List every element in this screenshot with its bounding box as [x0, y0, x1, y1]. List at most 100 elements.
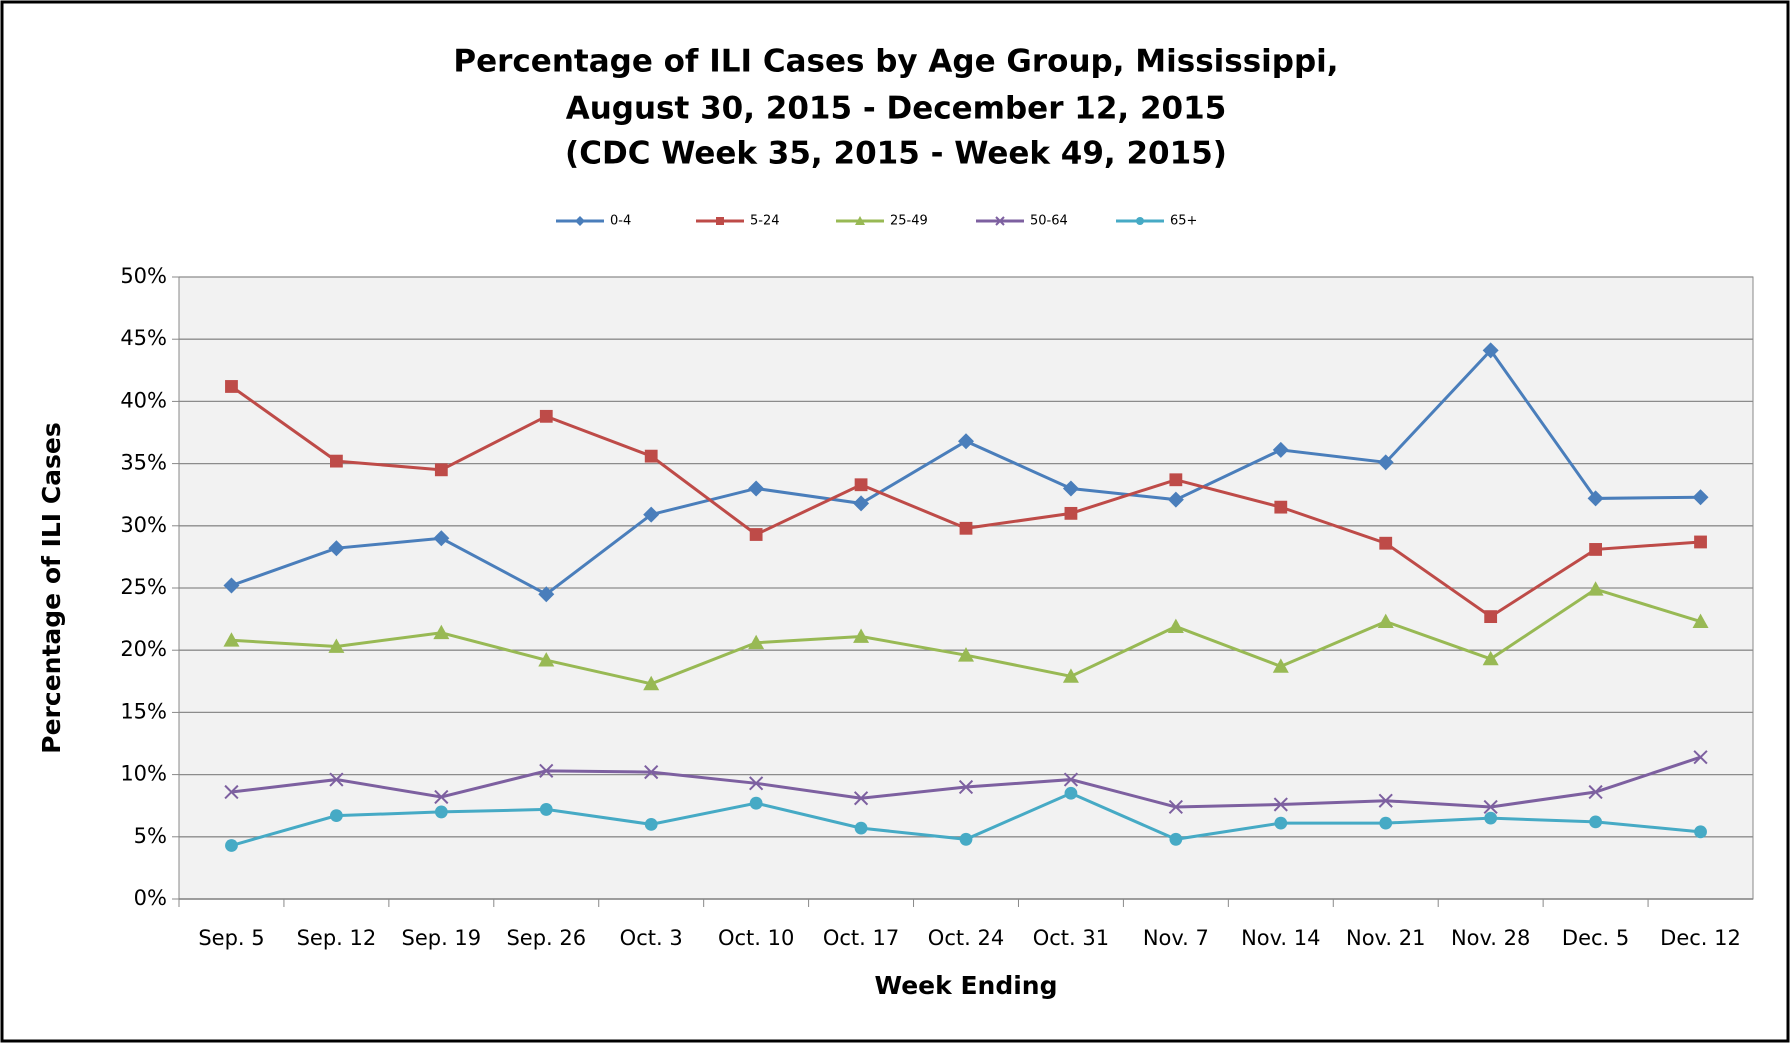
marker	[1274, 816, 1288, 830]
chart-title: (CDC Week 35, 2015 - Week 49, 2015)	[565, 136, 1227, 172]
chart-title: Percentage of ILI Cases by Age Group, Mi…	[453, 44, 1338, 80]
x-tick-label: Dec. 5	[1562, 926, 1629, 950]
marker	[434, 789, 449, 805]
marker	[749, 776, 764, 791]
chart-title: August 30, 2015 - December 12, 2015	[566, 91, 1227, 127]
x-tick-label: Nov. 28	[1451, 926, 1530, 950]
marker	[644, 449, 658, 463]
marker	[1136, 217, 1144, 225]
marker	[1062, 668, 1079, 683]
marker	[224, 784, 239, 800]
marker	[1587, 581, 1604, 596]
x-tick-label: Oct. 17	[823, 926, 899, 950]
marker	[223, 632, 240, 647]
marker	[1483, 799, 1498, 815]
x-tick-label: Dec. 12	[1660, 926, 1741, 950]
y-tick-label: 50%	[120, 264, 167, 288]
marker	[1272, 658, 1289, 673]
marker	[1378, 793, 1393, 808]
marker	[1064, 786, 1078, 800]
x-tick-label: Sep. 5	[198, 926, 264, 950]
legend-label: 25-49	[890, 214, 928, 229]
x-tick-label: Oct. 31	[1033, 926, 1109, 950]
marker	[328, 540, 345, 557]
marker	[995, 216, 1005, 226]
marker	[1169, 832, 1183, 846]
marker	[643, 506, 660, 523]
marker	[434, 463, 448, 477]
y-tick-label: 30%	[120, 513, 167, 537]
marker	[328, 638, 345, 653]
marker	[853, 791, 869, 806]
marker	[225, 380, 238, 393]
marker	[1484, 811, 1498, 825]
marker	[1588, 784, 1603, 800]
marker	[539, 409, 553, 423]
marker	[853, 628, 870, 643]
marker	[1482, 342, 1499, 359]
marker	[1272, 441, 1289, 458]
marker	[539, 763, 554, 778]
x-tick-label: Nov. 14	[1241, 926, 1320, 950]
y-tick-label: 20%	[120, 637, 167, 661]
marker	[748, 480, 765, 497]
x-tick-label: Oct. 10	[718, 926, 794, 950]
marker	[223, 577, 240, 594]
marker	[1587, 490, 1604, 507]
legend-label: 65+	[1170, 214, 1197, 229]
marker	[330, 809, 343, 823]
x-axis-title: Week Ending	[875, 971, 1058, 1000]
marker	[1692, 489, 1709, 506]
marker	[434, 805, 448, 819]
y-tick-label: 25%	[120, 575, 167, 599]
marker	[855, 216, 865, 225]
marker	[1274, 500, 1288, 514]
marker	[330, 454, 343, 468]
marker	[433, 624, 450, 640]
y-tick-label: 35%	[120, 451, 167, 475]
marker	[1169, 473, 1183, 487]
marker	[1484, 610, 1498, 624]
marker	[716, 217, 724, 225]
marker	[1064, 506, 1078, 520]
marker	[958, 433, 974, 450]
marker	[1167, 491, 1184, 508]
marker	[1589, 815, 1602, 829]
y-tick-label: 45%	[120, 326, 167, 350]
marker	[1379, 536, 1393, 550]
marker	[749, 528, 763, 541]
marker	[575, 216, 585, 226]
marker	[1273, 797, 1288, 812]
marker	[748, 634, 765, 650]
x-tick-label: Oct. 3	[620, 926, 683, 950]
y-tick-label: 10%	[120, 762, 167, 786]
marker	[853, 495, 870, 512]
marker	[959, 832, 973, 846]
marker	[1589, 543, 1602, 556]
marker	[538, 652, 555, 667]
y-tick-label: 0%	[134, 886, 167, 910]
marker	[644, 817, 658, 831]
marker	[1062, 480, 1079, 497]
marker	[1482, 650, 1499, 666]
x-tick-label: Sep. 12	[297, 926, 377, 950]
marker	[1379, 816, 1393, 830]
marker	[1692, 613, 1709, 628]
marker	[1167, 618, 1184, 633]
marker	[644, 765, 659, 780]
marker	[854, 821, 868, 835]
marker	[959, 521, 973, 535]
marker	[854, 478, 868, 492]
marker	[1377, 613, 1394, 628]
marker	[749, 796, 763, 810]
x-tick-label: Sep. 19	[402, 926, 482, 950]
marker	[1694, 535, 1707, 549]
marker	[1377, 454, 1394, 471]
marker	[539, 803, 553, 816]
x-tick-label: Sep. 26	[506, 926, 586, 950]
marker	[643, 675, 660, 691]
marker	[329, 772, 344, 787]
legend-label: 5-24	[750, 214, 780, 229]
marker	[225, 839, 238, 852]
